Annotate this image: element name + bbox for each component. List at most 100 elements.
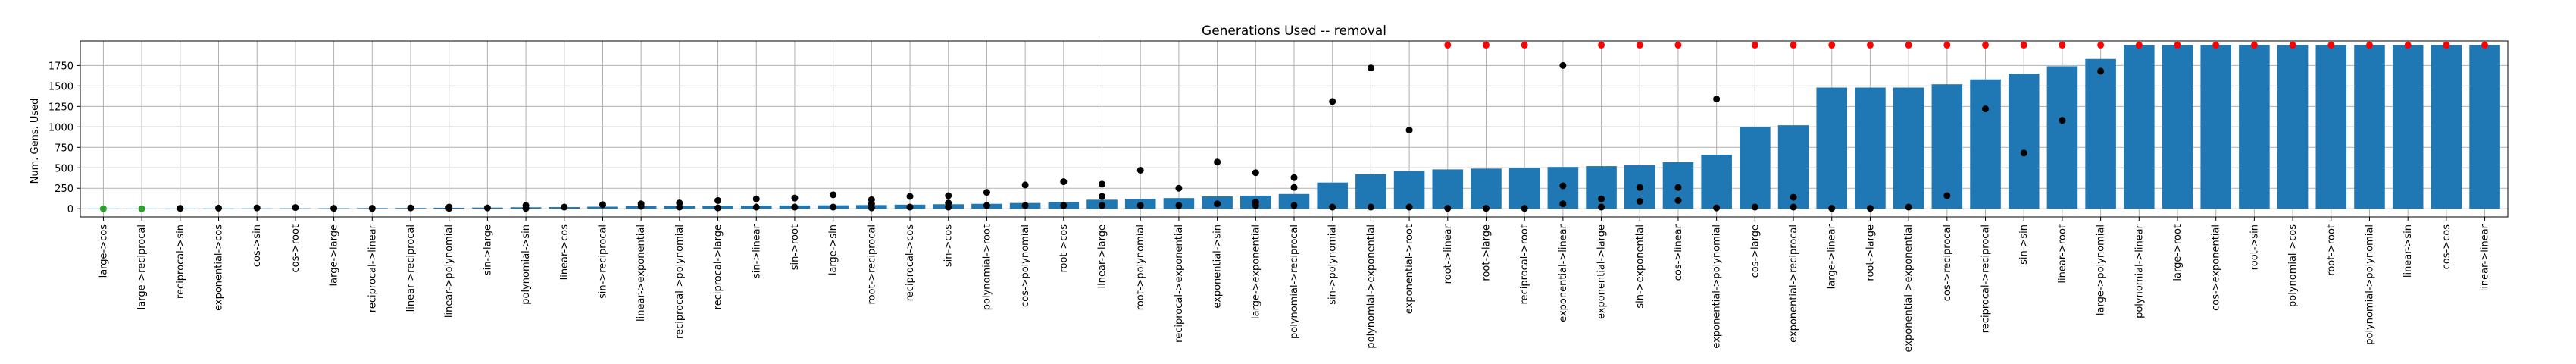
black-marker (1790, 203, 1797, 211)
bar (1931, 84, 1963, 209)
black-marker (1444, 205, 1452, 212)
x-tick-label: sin->root (789, 224, 801, 270)
black-marker (1559, 182, 1567, 190)
black-marker (1636, 197, 1643, 205)
black-marker (1367, 64, 1374, 72)
black-marker (945, 203, 952, 211)
x-tick-label: large->exponential (1250, 224, 1261, 319)
x-tick-label: sin->reciprocal (597, 224, 608, 299)
black-marker (1559, 200, 1567, 208)
bar (2162, 45, 2193, 209)
red-marker (1674, 41, 1682, 49)
x-tick-label: large->large (329, 224, 340, 286)
x-tick-label: cos->sin (252, 224, 263, 267)
bar (1740, 127, 1771, 209)
red-marker (1751, 41, 1758, 49)
black-marker (714, 204, 722, 212)
black-marker (1175, 184, 1183, 192)
bar (2431, 45, 2462, 209)
black-marker (177, 205, 184, 212)
x-tick-label: polynomial->root (981, 224, 993, 310)
black-marker (2020, 149, 2027, 157)
black-marker (407, 204, 414, 212)
black-marker (599, 201, 606, 209)
red-marker (1943, 41, 1951, 49)
x-tick-label: large->root (2172, 224, 2184, 281)
red-marker (2097, 41, 2105, 49)
black-marker (1136, 166, 1144, 174)
black-marker (330, 205, 338, 212)
y-tick-label: 1750 (48, 61, 73, 72)
red-marker (1598, 41, 1605, 49)
black-marker (1636, 184, 1643, 191)
black-marker (752, 195, 760, 202)
black-marker (1060, 178, 1068, 186)
bar (2046, 66, 2078, 209)
x-tick-label: polynomial->cos (2287, 224, 2299, 307)
x-tick-label: linear->polynomial (444, 224, 455, 318)
x-tick-label: sin->linear (751, 224, 762, 278)
black-marker (906, 193, 914, 200)
black-marker (1290, 184, 1298, 191)
black-marker (561, 203, 568, 211)
bar (1508, 168, 1540, 209)
x-tick-label: reciprocal->exponential (1174, 224, 1185, 343)
x-tick-label: linear->root (2057, 224, 2068, 284)
red-marker (2365, 41, 2373, 49)
black-marker (791, 203, 799, 211)
x-tick-label: large->sin (828, 224, 839, 275)
x-tick-label: reciprocal->cos (905, 224, 916, 301)
black-marker (2059, 117, 2066, 124)
x-tick-label: cos->cos (2441, 224, 2453, 270)
red-marker (2174, 41, 2181, 49)
x-tick-label: reciprocal->root (1519, 224, 1530, 304)
red-marker (2327, 41, 2335, 49)
black-marker (714, 196, 722, 204)
bar (1893, 87, 1924, 209)
bars (88, 45, 2500, 209)
black-marker (983, 202, 990, 209)
x-tick-label: linear->reciprocal (405, 224, 417, 312)
black-marker (253, 204, 261, 212)
x-tick-label: reciprocal->sin (175, 224, 186, 299)
black-marker (1982, 105, 1990, 113)
black-marker (1290, 174, 1298, 181)
black-marker (2097, 67, 2105, 75)
black-marker (1214, 158, 1221, 166)
red-marker (2135, 41, 2143, 49)
x-tick-label: cos->linear (1673, 224, 1684, 281)
x-tick-label: sin->polynomial (1327, 224, 1339, 305)
black-marker (1099, 193, 1106, 200)
red-marker (1866, 41, 1874, 49)
bar (2277, 45, 2309, 209)
black-marker (1136, 202, 1144, 209)
axis-ticks: 0 250 500 750 1000 1250 1500 1750 large->cos larg… (48, 61, 2491, 352)
x-tick-label: cos->exponential (2211, 224, 2222, 311)
x-tick-label: polynomial->exponential (1365, 224, 1377, 349)
x-tick-label: exponential->linear (1558, 224, 1569, 322)
black-marker (868, 200, 875, 208)
x-tick-label: exponential->polynomial (1712, 224, 1723, 349)
x-tick-label: linear->large (1097, 224, 1108, 288)
black-marker (1405, 127, 1413, 134)
black-marker (1943, 192, 1951, 199)
red-marker (1905, 41, 1912, 49)
red-marker (1828, 41, 1836, 49)
black-marker (1905, 203, 1912, 211)
x-tick-label: sin->large (482, 224, 493, 275)
black-marker (945, 192, 952, 199)
black-marker (1021, 181, 1029, 189)
black-marker (1713, 204, 1721, 212)
chart-title: Generations Used -- removal (1202, 24, 1386, 39)
red-marker (1444, 41, 1452, 49)
x-tick-label: reciprocal->reciprocal (1980, 224, 1992, 333)
x-tick-label: exponential->exponential (1903, 224, 1915, 352)
x-tick-label: linear->sin (2402, 224, 2414, 278)
black-marker (1367, 203, 1374, 211)
bar (1355, 174, 1386, 209)
bar (1432, 169, 1464, 209)
x-tick-label: root->cos (1058, 224, 1070, 273)
black-marker (368, 205, 376, 212)
black-marker (637, 200, 645, 208)
red-marker (1521, 41, 1528, 49)
